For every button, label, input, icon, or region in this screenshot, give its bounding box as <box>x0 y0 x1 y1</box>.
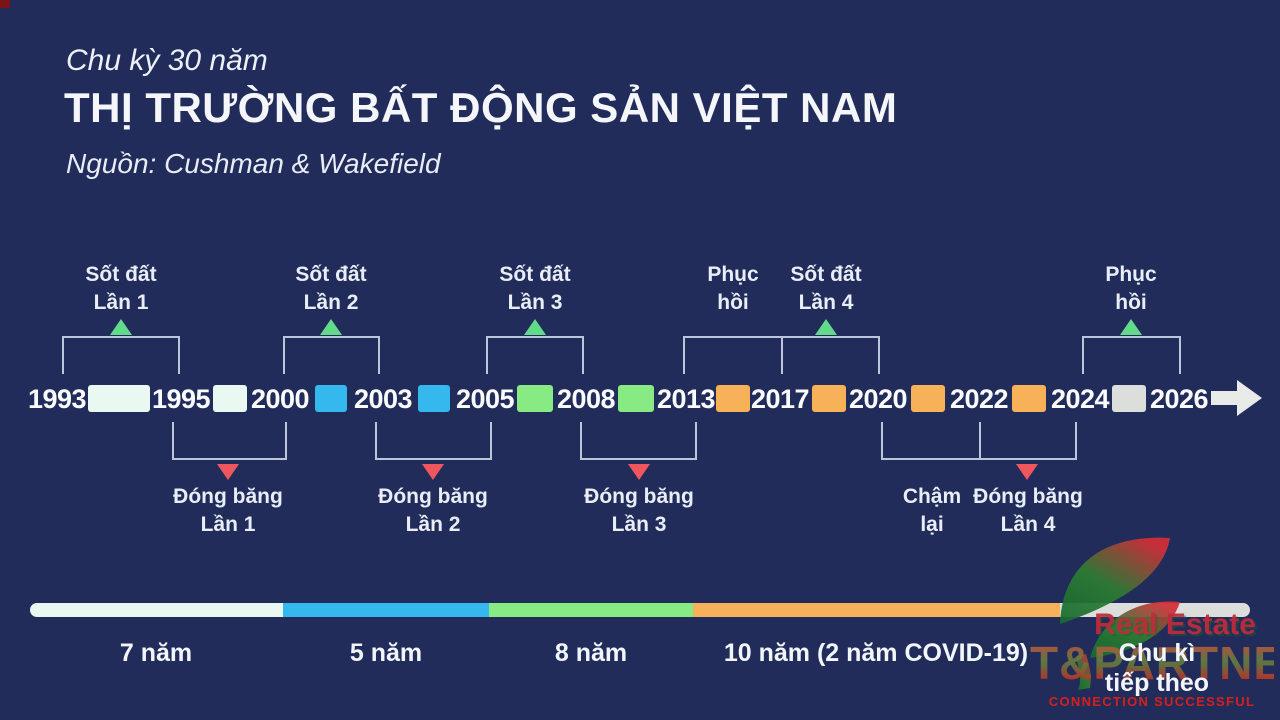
year-label: 1995 <box>151 384 211 414</box>
duration-label: 7 năm <box>119 639 193 667</box>
bracket <box>881 422 1077 460</box>
year-label: 2008 <box>556 384 616 414</box>
corner-artifact <box>0 0 10 8</box>
down-triangle-icon <box>628 464 650 480</box>
duration-label: 5 năm <box>349 639 423 667</box>
timeline-segment <box>517 385 553 412</box>
year-label: 1993 <box>27 384 87 414</box>
event-label-freeze-3: Đóng băng Lần 3 <box>584 485 694 536</box>
event-label-freeze-4: Đóng băng Lần 4 <box>973 485 1083 536</box>
up-triangle-icon <box>110 319 132 335</box>
timeline-segment <box>911 385 945 412</box>
down-triangle-icon <box>217 464 239 480</box>
page-title: THỊ TRƯỜNG BẤT ĐỘNG SẢN VIỆT NAM <box>64 84 898 131</box>
event-label-slowdown: Chậm lại <box>902 485 962 536</box>
bracket <box>375 422 492 460</box>
event-label-freeze-1: Đóng băng Lần 1 <box>173 485 283 536</box>
bracket <box>580 422 697 460</box>
bracket <box>486 336 584 374</box>
event-label-boom-3: Sốt đất Lần 3 <box>499 263 571 314</box>
watermark-logo-icon <box>1060 537 1180 690</box>
timeline-segment <box>812 385 846 412</box>
duration-label: 8 năm <box>554 639 628 667</box>
timeline-segment <box>315 385 347 412</box>
event-label-freeze-2: Đóng băng Lần 2 <box>378 485 488 536</box>
timeline-segment <box>213 385 247 412</box>
year-label: 2017 <box>750 384 810 414</box>
timeline-segment <box>1012 385 1046 412</box>
year-label: 2013 <box>656 384 716 414</box>
watermark-brand: T&PARTNER <box>1030 637 1280 689</box>
duration-segment <box>489 603 693 617</box>
up-triangle-icon <box>524 319 546 335</box>
bracket-divider <box>979 422 981 458</box>
timeline-segment <box>418 385 450 412</box>
cycle-kicker: Chu kỳ 30 năm <box>66 44 268 77</box>
timeline-segment <box>716 385 750 412</box>
year-label: 2000 <box>250 384 310 414</box>
arrow-right-icon <box>1211 380 1262 416</box>
timeline-segment <box>88 385 150 412</box>
event-label-boom-2: Sốt đất Lần 2 <box>295 263 367 314</box>
event-label-recovery-1: Phục hồi <box>707 263 759 314</box>
source-credit: Nguồn: Cushman & Wakefield <box>66 148 441 179</box>
timeline-segment <box>618 385 654 412</box>
bracket <box>283 336 380 374</box>
bracket <box>172 422 287 460</box>
year-label: 2003 <box>353 384 413 414</box>
event-label-recovery-2: Phục hồi <box>1105 263 1157 314</box>
watermark-subtext: CONNECTION SUCCESSFUL <box>1048 694 1256 709</box>
year-label: 2026 <box>1149 384 1209 414</box>
year-label: 2005 <box>455 384 515 414</box>
up-triangle-icon <box>320 319 342 335</box>
event-label-boom-4: Sốt đất Lần 4 <box>790 263 862 314</box>
duration-label: Chu kì tiếp theo <box>1104 639 1210 697</box>
duration-label: 10 năm (2 năm COVID-19) <box>723 639 1029 667</box>
duration-segment <box>693 603 1060 617</box>
bracket <box>1082 336 1181 374</box>
duration-segment <box>283 603 489 617</box>
timeline-segment <box>1112 385 1146 412</box>
up-triangle-icon <box>815 319 837 335</box>
bracket <box>683 336 880 374</box>
event-label-boom-1: Sốt đất Lần 1 <box>85 263 157 314</box>
watermark-tagline: Real Estate <box>1094 608 1256 641</box>
bracket <box>62 336 180 374</box>
down-triangle-icon <box>422 464 444 480</box>
up-triangle-icon <box>1120 319 1142 335</box>
bracket-divider <box>781 338 783 374</box>
year-label: 2020 <box>848 384 908 414</box>
down-triangle-icon <box>1016 464 1038 480</box>
duration-segment <box>30 603 283 617</box>
year-label: 2022 <box>949 384 1009 414</box>
year-label: 2024 <box>1050 384 1110 414</box>
